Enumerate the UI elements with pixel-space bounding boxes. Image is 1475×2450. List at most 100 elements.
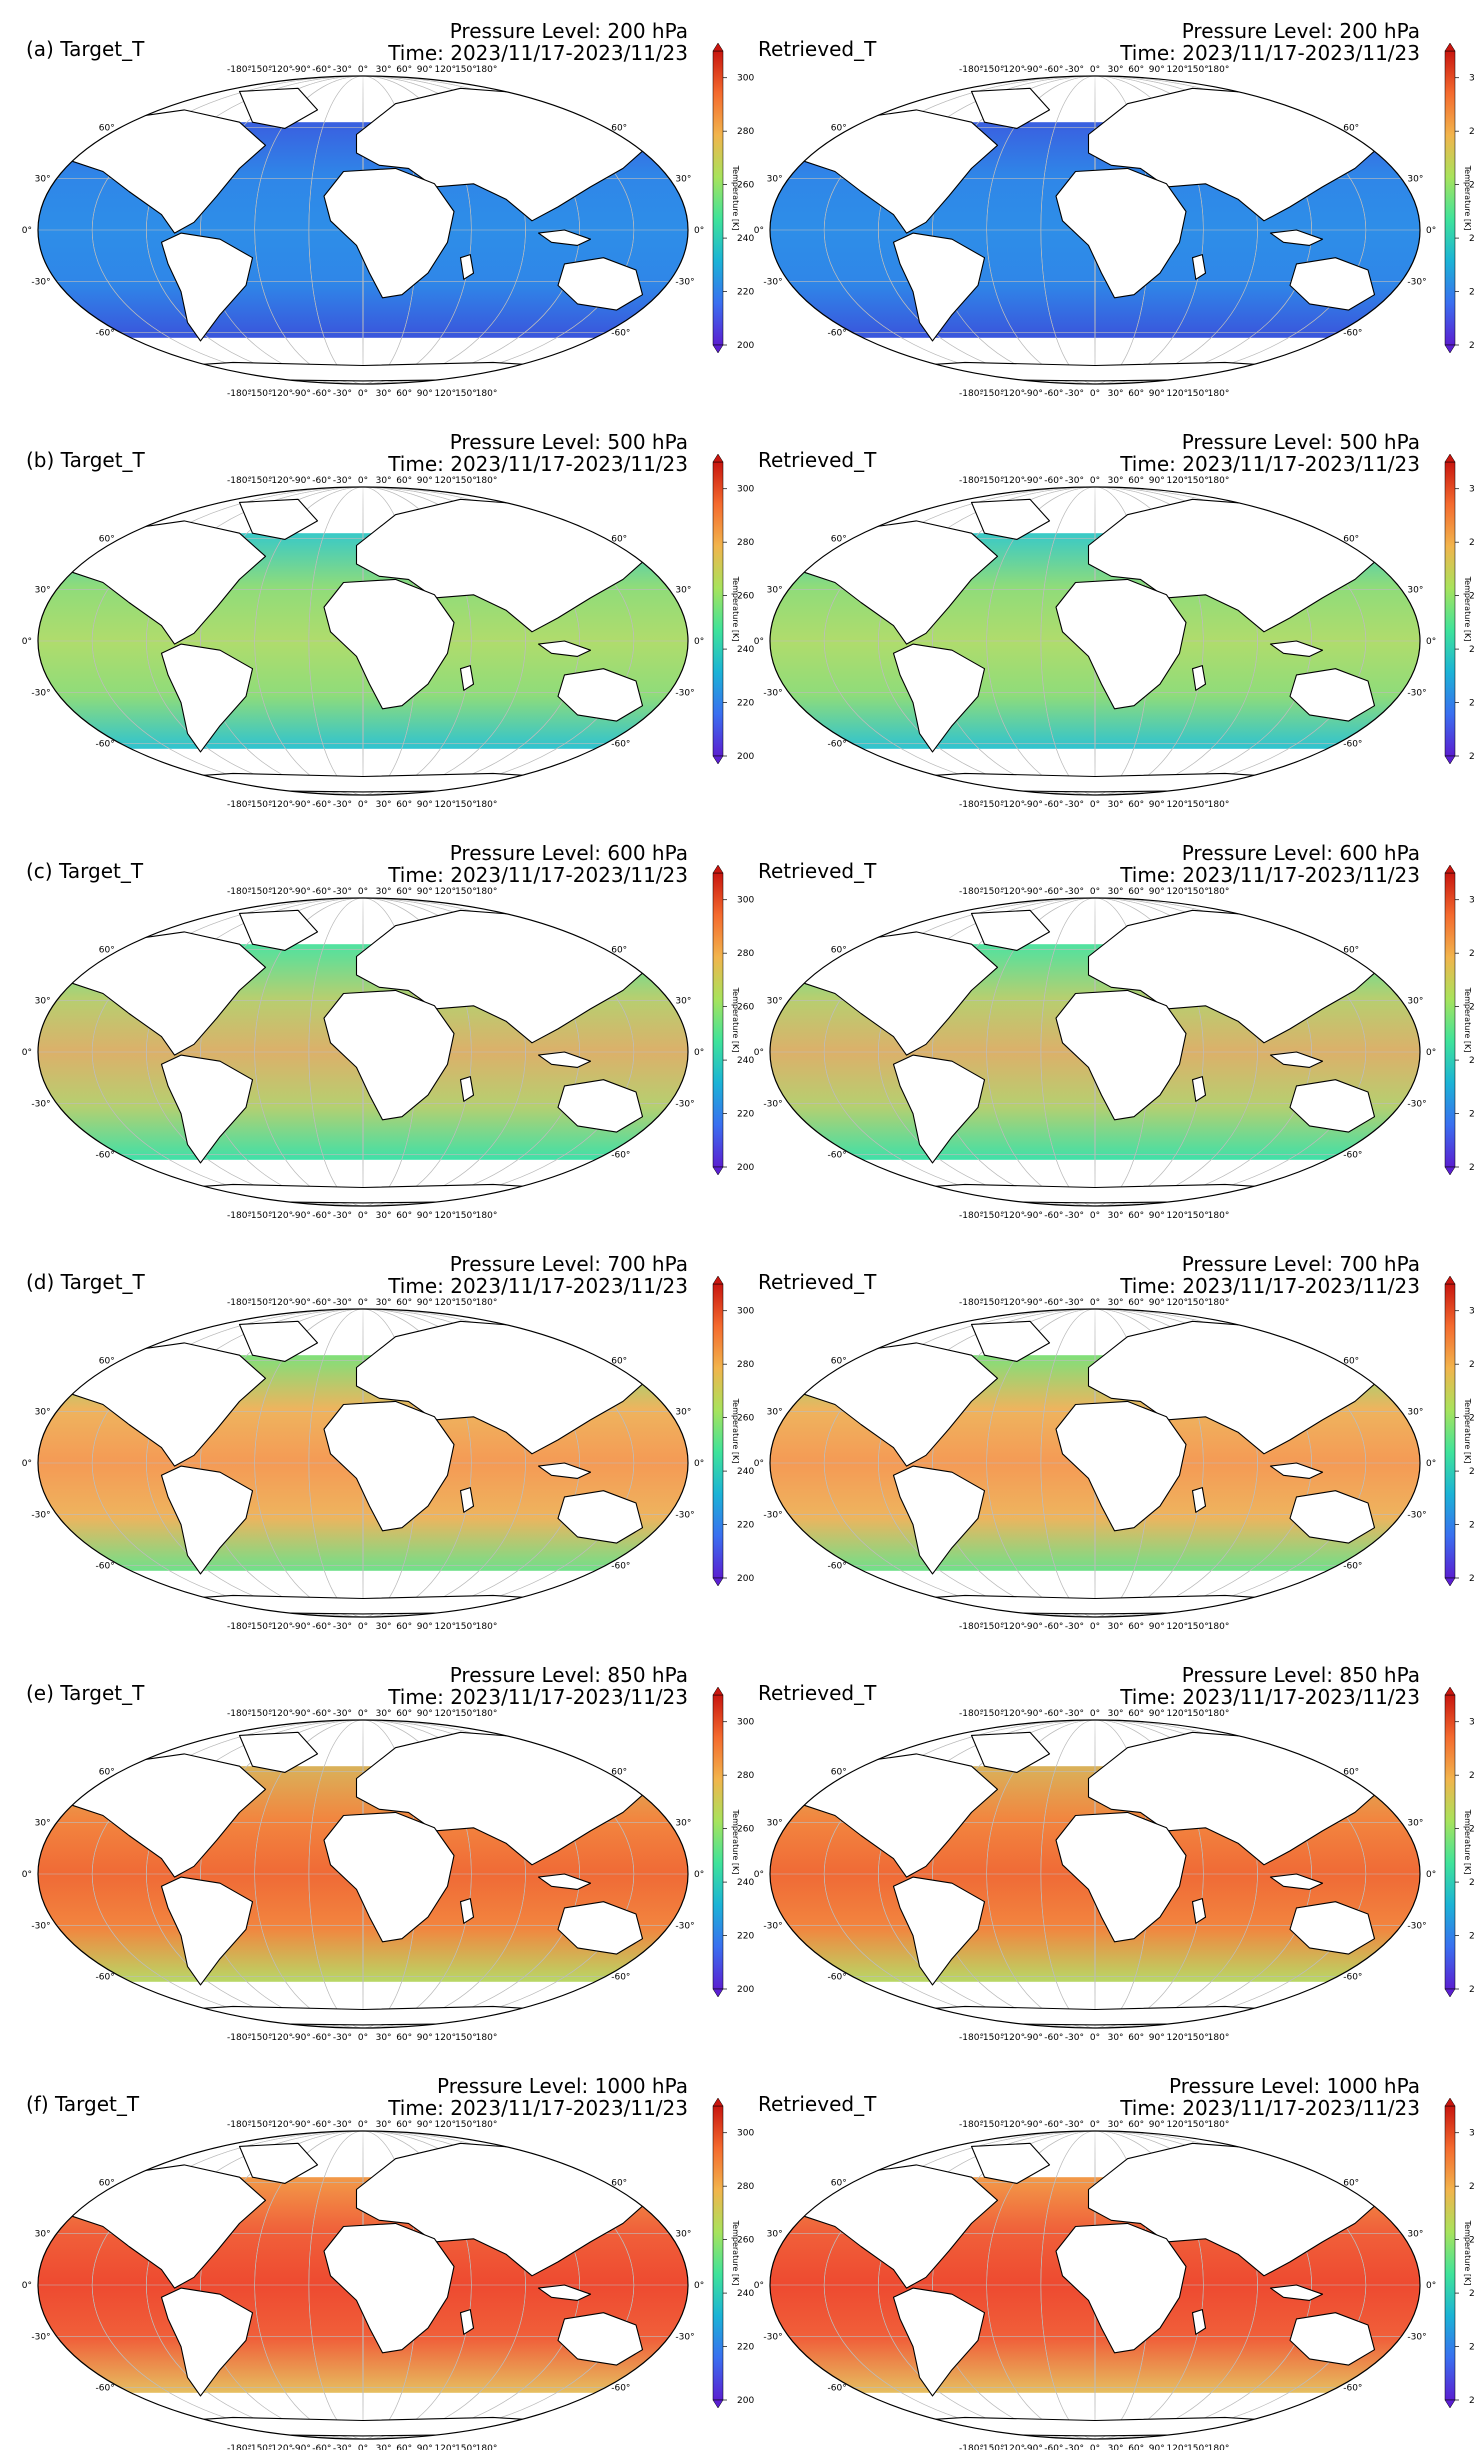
graticule-meridian: [91, 1720, 635, 2028]
colorbar-max-extend: [1444, 2097, 1456, 2107]
continent-antarctica: [866, 1594, 1324, 1615]
colorbar-max-extend: [1444, 864, 1456, 874]
continent-indonesia: [537, 640, 592, 657]
left-colorbar: 300 280 260 240 220 200 Temperature [K]: [712, 1275, 754, 1587]
landmass-layer: [795, 498, 1382, 793]
lon-label-top: 120°: [434, 65, 456, 75]
lon-label-top: 0°: [358, 2120, 368, 2130]
lon-label-bottom: -180°: [959, 389, 984, 399]
lat-label-left: -60°: [828, 2384, 847, 2394]
continent-indonesia: [537, 2284, 592, 2301]
continent-africa: [323, 2222, 455, 2354]
lon-label-top: -60°: [1044, 2120, 1063, 2130]
lat-label-right: -30°: [675, 1510, 694, 1520]
landmass-layer: [63, 87, 650, 382]
lat-label-left: -30°: [31, 1921, 50, 1931]
lon-label-top: -120°: [1000, 2120, 1025, 2130]
lon-label-bottom: -150°: [248, 389, 273, 399]
lon-label-top: -90°: [1024, 1298, 1043, 1308]
lon-label-bottom: 180°: [1208, 1211, 1230, 1221]
lon-label-bottom: -30°: [1065, 2033, 1084, 2043]
lat-label-left: -30°: [763, 277, 782, 287]
lat-label-right: 0°: [1426, 1048, 1436, 1058]
lon-label-bottom: -120°: [1000, 1622, 1025, 1632]
lat-label-right: -60°: [1343, 740, 1362, 750]
lat-label-right: 0°: [694, 226, 704, 236]
continent-africa: [323, 1400, 455, 1532]
lon-label-bottom: -90°: [292, 2444, 311, 2450]
lon-label-bottom: 0°: [1090, 2033, 1100, 2043]
right-colorbar: 300 280 260 240 220 200 Temperature [K]: [1444, 1686, 1475, 1998]
pressure-level-title: Pressure Level: 850 hPa: [1182, 1663, 1420, 1687]
right-colorbar: 300 280 260 240 220 200 Temperature [K]: [1444, 864, 1475, 1176]
colorbar-min-extend: [1444, 1988, 1456, 1998]
lon-label-top: -90°: [292, 1298, 311, 1308]
lon-label-top: 150°: [455, 65, 477, 75]
pressure-level-title: Pressure Level: 200 hPa: [450, 19, 688, 43]
lat-label-right: 30°: [675, 2230, 691, 2240]
lon-label-bottom: 0°: [1090, 389, 1100, 399]
colorbar-tick-label: 200: [1469, 752, 1475, 762]
lon-label-bottom: 0°: [358, 1211, 368, 1221]
lon-label-bottom: -90°: [292, 389, 311, 399]
lon-label-bottom: 30°: [1108, 2444, 1124, 2450]
lat-label-right: -60°: [1343, 329, 1362, 339]
graticule-meridian: [146, 898, 580, 1206]
lon-label-bottom: 30°: [376, 2033, 392, 2043]
left-colorbar: 300 280 260 240 220 200 Temperature [K]: [712, 42, 754, 354]
lon-label-bottom: -150°: [248, 800, 273, 810]
lon-label-bottom: 90°: [1149, 800, 1165, 810]
colorbar-tick-label: 300: [1469, 1307, 1475, 1317]
lat-label-right: -60°: [1343, 1973, 1362, 1983]
colorbar-min-extend: [712, 1577, 724, 1587]
lon-label-top: -30°: [1065, 2120, 1084, 2130]
lon-label-top: 90°: [1149, 1709, 1165, 1719]
lon-label-top: -180°: [227, 887, 252, 897]
lon-label-top: 180°: [1208, 887, 1230, 897]
lon-label-top: -150°: [980, 65, 1005, 75]
continent-southAmerica: [892, 1465, 986, 1575]
graticule-meridian: [200, 2131, 526, 2439]
colorbar-tick-label: 200: [1469, 1574, 1475, 1584]
lon-label-top: -90°: [292, 476, 311, 486]
lon-label-bottom: 150°: [1187, 800, 1209, 810]
landmass-layer: [795, 2142, 1382, 2437]
lon-label-bottom: 90°: [1149, 1622, 1165, 1632]
lon-label-top: 60°: [396, 1709, 412, 1719]
panel-label: Retrieved_T: [758, 859, 877, 883]
lon-label-bottom: 150°: [1187, 389, 1209, 399]
continent-antarctica: [134, 2005, 592, 2026]
lon-label-top: 180°: [1208, 1709, 1230, 1719]
lon-label-bottom: 90°: [417, 2033, 433, 2043]
pressure-level-title: Pressure Level: 600 hPa: [1182, 841, 1420, 865]
graticule-meridian: [823, 1720, 1367, 2028]
lon-label-top: -60°: [1044, 887, 1063, 897]
lat-label-left: -60°: [828, 1562, 847, 1572]
lon-label-bottom: 60°: [1128, 800, 1144, 810]
colorbar-min-extend: [712, 755, 724, 765]
lon-label-bottom: -90°: [292, 1211, 311, 1221]
lon-label-top: 120°: [434, 476, 456, 486]
globe-outline: [37, 486, 689, 796]
lon-label-top: -180°: [227, 1709, 252, 1719]
panel-label: (f) Target_T: [26, 2092, 140, 2116]
lon-label-top: -180°: [959, 1298, 984, 1308]
lat-label-right: 30°: [1407, 175, 1423, 185]
lon-label-top: -90°: [1024, 2120, 1043, 2130]
lon-label-top: 90°: [1149, 2120, 1165, 2130]
continent-antarctica: [134, 1183, 592, 1204]
lon-label-bottom: 150°: [455, 1622, 477, 1632]
lon-label-top: 0°: [358, 1709, 368, 1719]
lon-label-bottom: 60°: [1128, 2444, 1144, 2450]
lon-label-top: -30°: [1065, 65, 1084, 75]
lon-label-bottom: -180°: [227, 800, 252, 810]
continent-northAmerica: [795, 1342, 999, 1467]
graticule-meridian: [146, 2131, 580, 2439]
globe-outline: [769, 75, 1421, 385]
graticule-meridian: [878, 2131, 1312, 2439]
lon-label-top: 120°: [434, 887, 456, 897]
lon-label-top: -60°: [1044, 1709, 1063, 1719]
lat-label-right: 60°: [611, 1767, 627, 1777]
lon-label-top: -150°: [248, 887, 273, 897]
colorbar-tick-label: 280: [737, 2182, 754, 2192]
